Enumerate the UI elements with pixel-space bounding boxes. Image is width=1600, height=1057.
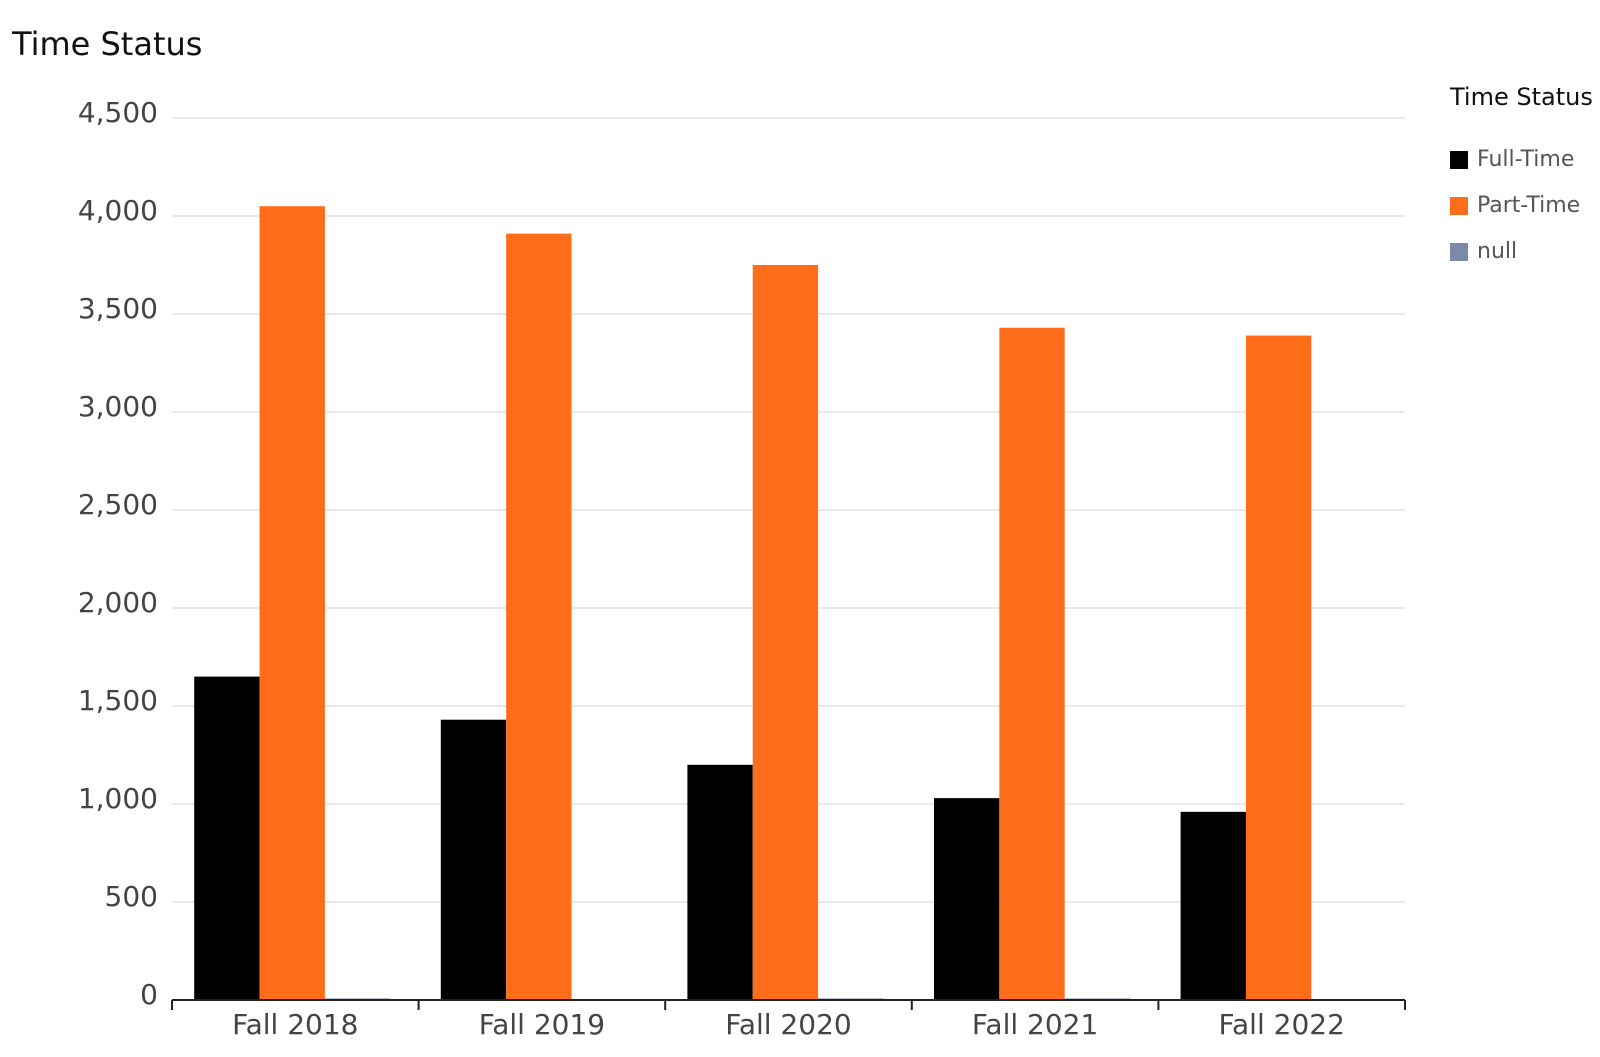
x-tick-label: Fall 2020 (725, 1008, 851, 1041)
bar (1245, 335, 1312, 1000)
bar (999, 327, 1065, 1001)
y-tick-label: 0 (140, 978, 158, 1011)
bar (259, 206, 325, 1000)
bar (687, 764, 753, 1000)
y-tick-label: 500 (105, 880, 158, 913)
bar (1180, 811, 1246, 1000)
legend-swatch (1450, 243, 1468, 261)
legend-title: Time Status (1449, 83, 1593, 111)
bar (506, 233, 572, 1000)
legend-swatch (1450, 151, 1468, 169)
y-tick-label: 1,000 (78, 782, 158, 815)
legend-swatch (1450, 197, 1468, 215)
legend-label: Full-Time (1477, 147, 1574, 172)
y-tick-label: 4,000 (78, 194, 158, 227)
y-tick-label: 3,500 (78, 292, 158, 325)
x-tick-label: Fall 2019 (479, 1008, 605, 1041)
y-tick-label: 4,500 (78, 96, 158, 129)
x-tick-label: Fall 2021 (972, 1008, 1098, 1041)
bar (440, 719, 507, 1000)
legend-label: null (1477, 239, 1517, 264)
legend-label: Part-Time (1477, 193, 1580, 218)
chart-title: Time Status (11, 25, 202, 63)
x-tick-label: Fall 2018 (232, 1008, 358, 1041)
bar (933, 798, 1000, 1000)
bar (752, 265, 819, 1000)
bar (194, 676, 260, 1000)
x-tick-label: Fall 2022 (1218, 1008, 1344, 1041)
y-tick-label: 2,500 (78, 488, 158, 521)
y-tick-label: 1,500 (78, 684, 158, 717)
y-tick-label: 2,000 (78, 586, 158, 619)
y-tick-label: 3,000 (78, 390, 158, 423)
